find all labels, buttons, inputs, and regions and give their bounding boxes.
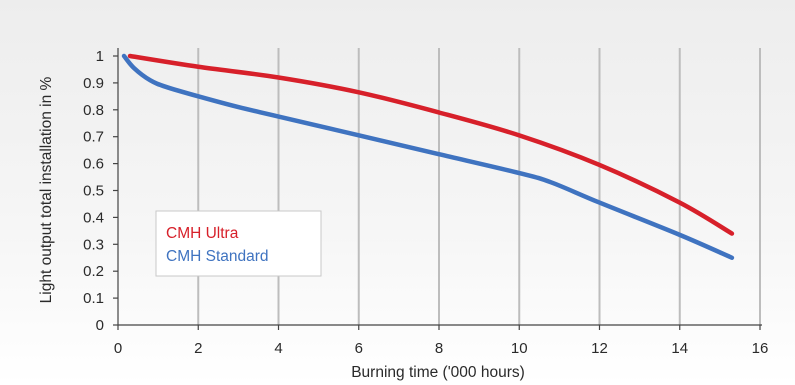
x-tick-label-8: 8 bbox=[435, 340, 443, 357]
series-group bbox=[121, 53, 735, 260]
legend-item-cmh-standard: CMH Standard bbox=[166, 248, 269, 265]
y-tick-label-0.9: 0.9 bbox=[83, 75, 104, 92]
x-tick-label-12: 12 bbox=[591, 340, 608, 357]
y-tick-label-0.1: 0.1 bbox=[83, 290, 104, 307]
ticks: 0 2 4 6 8 10 12 14 16 0 0.1 0.2 0.3 0.4 0.5 0.6 0.7 0.8 0.… bbox=[83, 48, 768, 357]
y-tick-label-0: 0 bbox=[96, 317, 104, 334]
x-tick-label-10: 10 bbox=[511, 340, 528, 357]
y-tick-label-0.7: 0.7 bbox=[83, 129, 104, 146]
y-tick-label-1: 1 bbox=[96, 48, 104, 65]
x-tick-label-0: 0 bbox=[114, 340, 122, 357]
legend-box bbox=[155, 210, 322, 277]
legend-item-cmh-ultra: CMH Ultra bbox=[166, 225, 239, 242]
x-tick-label-6: 6 bbox=[355, 340, 363, 357]
axes bbox=[117, 48, 762, 326]
series-line-cmh-ultra bbox=[127, 53, 735, 236]
y-tick-label-0.3: 0.3 bbox=[83, 236, 104, 253]
y-tick-label-0.2: 0.2 bbox=[83, 263, 104, 280]
y-tick-label-0.6: 0.6 bbox=[83, 156, 104, 173]
x-tick-label-16: 16 bbox=[752, 340, 769, 357]
y-tick-label-0.4: 0.4 bbox=[83, 209, 104, 226]
x-axis-label: Burning time ('000 hours) bbox=[351, 364, 525, 381]
series-line-cmh-standard bbox=[121, 53, 735, 260]
legend: CMH Ultra CMH Standard bbox=[155, 210, 322, 277]
y-tick-label-0.8: 0.8 bbox=[83, 102, 104, 119]
y-axis-label: Light output total installation in % bbox=[38, 76, 55, 303]
x-tick-label-14: 14 bbox=[671, 340, 688, 357]
x-tick-label-4: 4 bbox=[274, 340, 282, 357]
x-tick-label-2: 2 bbox=[194, 340, 202, 357]
y-tick-label-0.5: 0.5 bbox=[83, 183, 104, 200]
